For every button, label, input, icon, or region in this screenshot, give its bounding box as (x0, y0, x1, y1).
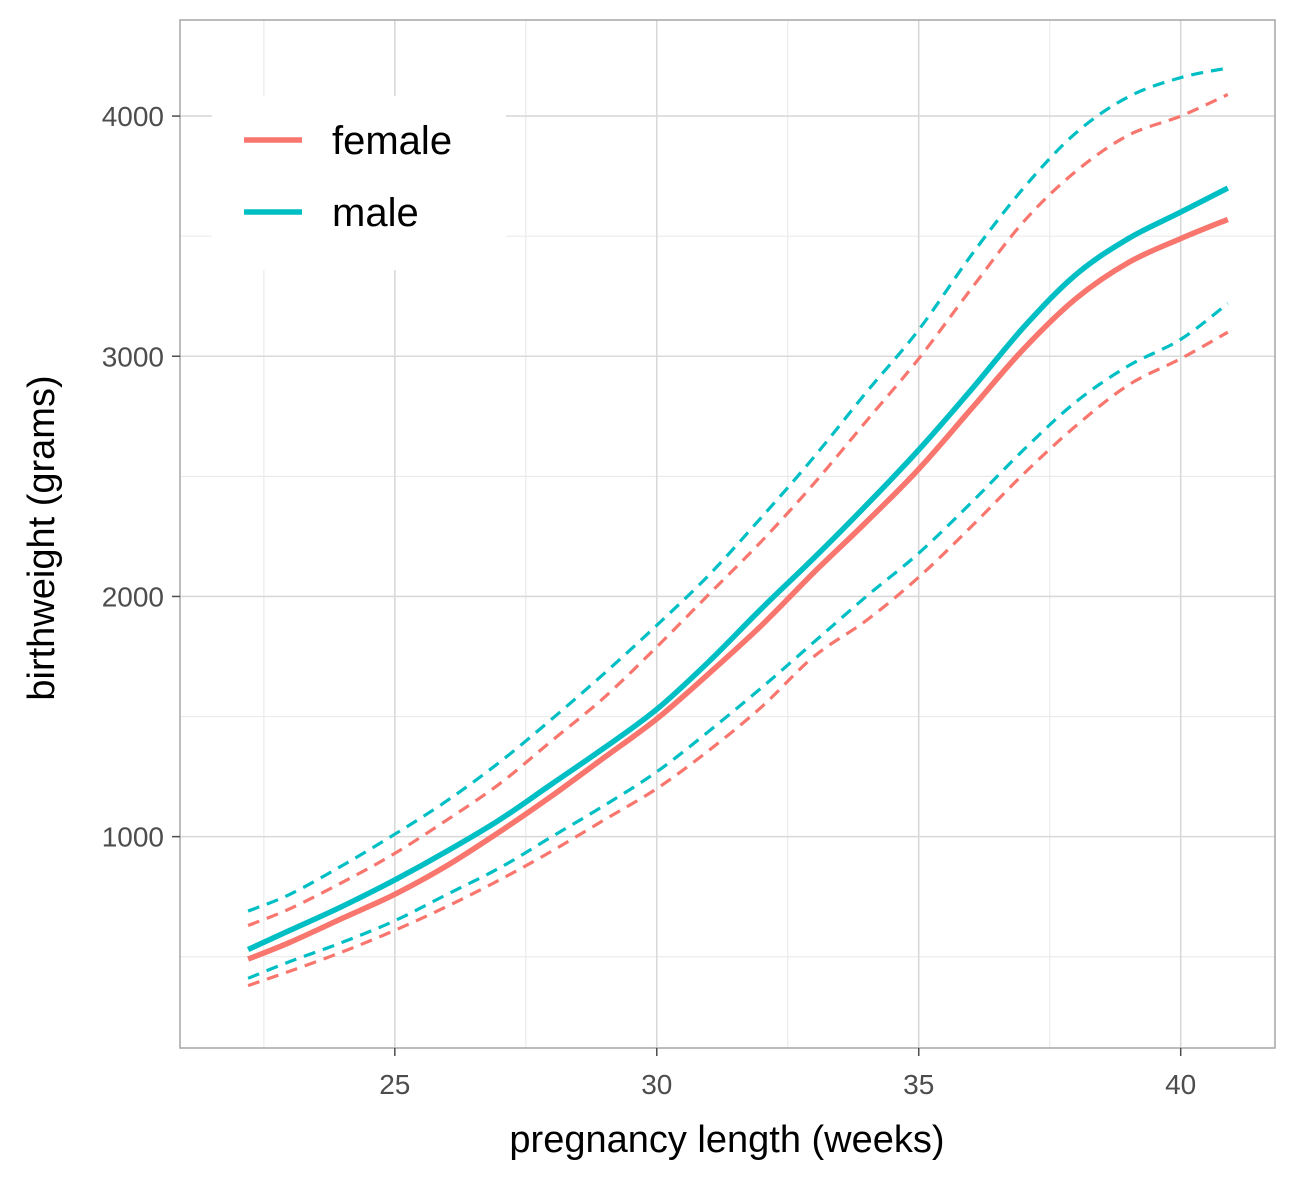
legend-label-male: male (332, 191, 419, 235)
major-gridlines (180, 20, 1275, 1048)
female-lower-bound-line (247, 330, 1229, 988)
x-tick-label: 40 (1165, 1069, 1196, 1100)
female-fit-line (247, 216, 1229, 962)
y-axis-title: birthweight (grams) (21, 375, 63, 700)
y-tick-label: 4000 (102, 101, 164, 132)
x-tick-label: 35 (903, 1069, 934, 1100)
x-tick-labels: 25 30 35 40 (379, 1069, 1196, 1100)
legend-label-female: female (332, 119, 452, 163)
x-tick-label: 25 (379, 1069, 410, 1100)
y-tick-label: 1000 (102, 822, 164, 853)
series-layer (246, 66, 1230, 988)
male-lower-bound-line (247, 302, 1229, 980)
x-axis-title: pregnancy length (weeks) (509, 1119, 944, 1161)
female-upper-bound-line (247, 93, 1229, 927)
legend-background (212, 96, 506, 270)
y-tick-label: 2000 (102, 581, 164, 612)
y-tick-labels: 1000 2000 3000 4000 (102, 101, 164, 853)
male-fit-line (246, 185, 1230, 953)
male-upper-bound-line (247, 66, 1229, 913)
axis-ticks (172, 115, 1182, 1056)
y-tick-label: 3000 (102, 341, 164, 372)
legend: female male (212, 96, 506, 270)
x-tick-label: 30 (641, 1069, 672, 1100)
panel-border (179, 19, 1276, 1049)
